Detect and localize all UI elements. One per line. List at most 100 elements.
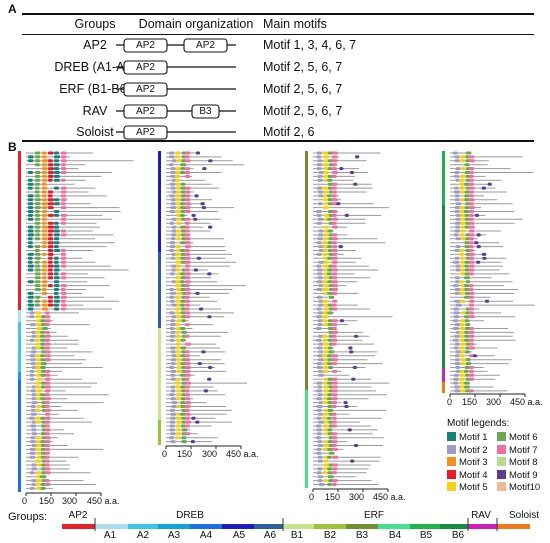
motif-box [459, 233, 465, 237]
motif-box [185, 151, 191, 155]
motif-box [322, 338, 328, 342]
legend-label: Motif 3 [459, 457, 488, 468]
motif-box [316, 307, 322, 311]
motif-box [28, 194, 34, 198]
motif-box [476, 245, 481, 249]
motif-box [180, 182, 186, 186]
motif-box [323, 424, 329, 428]
motif-box [322, 284, 329, 288]
motif-box [197, 362, 202, 366]
motif-box [316, 327, 322, 330]
motif-box [28, 237, 33, 241]
motif-box [185, 249, 190, 252]
domain-b3-label: B3 [199, 106, 212, 117]
motif-box [45, 444, 50, 447]
motif-box [61, 213, 67, 217]
legend-swatch [497, 444, 506, 454]
motif-box [171, 233, 177, 237]
motif-box [318, 260, 325, 264]
motif-box [180, 397, 186, 401]
domain-ap2-label: AP2 [136, 40, 155, 51]
motif-box [332, 194, 337, 198]
motif-box [318, 483, 325, 486]
motif-box [353, 334, 359, 338]
motif-box [454, 210, 460, 213]
motif-box [332, 330, 338, 334]
legend-item: Motif 7 [497, 444, 538, 456]
motif-box [316, 295, 323, 299]
motif-box [349, 170, 355, 175]
motif-box [42, 202, 48, 206]
motif-box [185, 315, 191, 319]
motif-box [323, 350, 329, 354]
motif-box [185, 171, 191, 174]
motif-box [469, 354, 475, 358]
motif-box [169, 249, 175, 252]
motif-box [327, 268, 333, 272]
motif-box [170, 198, 176, 202]
motif-box [175, 334, 181, 338]
motif-box [31, 467, 38, 471]
motif-box [40, 483, 46, 486]
motif-box [474, 241, 479, 245]
motif-box [201, 350, 206, 354]
motif-box [176, 405, 182, 408]
motif-box [316, 389, 323, 393]
motif-box [29, 455, 36, 459]
motif-box [460, 358, 467, 362]
motif-box [193, 268, 199, 272]
motif-box [200, 202, 205, 206]
motif-box [323, 358, 329, 362]
motif-box [42, 225, 48, 229]
motif-box [185, 366, 191, 369]
motif-box [48, 167, 54, 171]
motif-box [332, 385, 338, 389]
motif-box [317, 268, 323, 272]
motif-box [332, 307, 338, 311]
motif-box [40, 346, 46, 350]
motif-box [316, 210, 322, 213]
motif-box [317, 276, 323, 280]
motif-box [35, 295, 41, 299]
motif-box [316, 366, 323, 369]
legend-label: Motif 7 [509, 444, 538, 456]
motif-box [455, 264, 462, 268]
motif-box [323, 459, 329, 463]
motif-box [317, 178, 323, 182]
motif-box [322, 198, 328, 202]
motif-box [28, 303, 34, 307]
motif-box [316, 408, 322, 412]
motif-box [175, 252, 181, 256]
motif-box [35, 186, 40, 190]
motif-box [185, 307, 190, 311]
motif-box [327, 377, 334, 381]
motif-box [327, 167, 333, 171]
motif-box [170, 397, 176, 401]
motif-box [469, 213, 474, 217]
motif-box [180, 338, 186, 342]
motif-box [48, 276, 54, 280]
motif-box [61, 256, 67, 260]
motif-box [332, 210, 338, 213]
motif-box [48, 171, 54, 174]
motif-box [45, 358, 51, 362]
motif-box [35, 233, 41, 237]
motif-box [459, 210, 466, 213]
motif-box [323, 307, 329, 311]
motif-box [185, 221, 190, 225]
motif-box [323, 171, 329, 174]
motif-box [332, 436, 338, 440]
motif-box [45, 381, 51, 385]
motif-box [28, 159, 34, 163]
motif-box [460, 217, 466, 221]
axis-tick: 450 a.a. [510, 397, 543, 407]
motif-box [42, 210, 47, 213]
motif-box [332, 393, 338, 397]
motif-box [35, 264, 41, 268]
motif-box [176, 362, 182, 366]
subgroup-label: A5 [232, 530, 246, 541]
motif-box [185, 241, 191, 245]
motif-box [454, 186, 459, 190]
motif-box [180, 194, 187, 198]
motif-box [317, 217, 324, 221]
